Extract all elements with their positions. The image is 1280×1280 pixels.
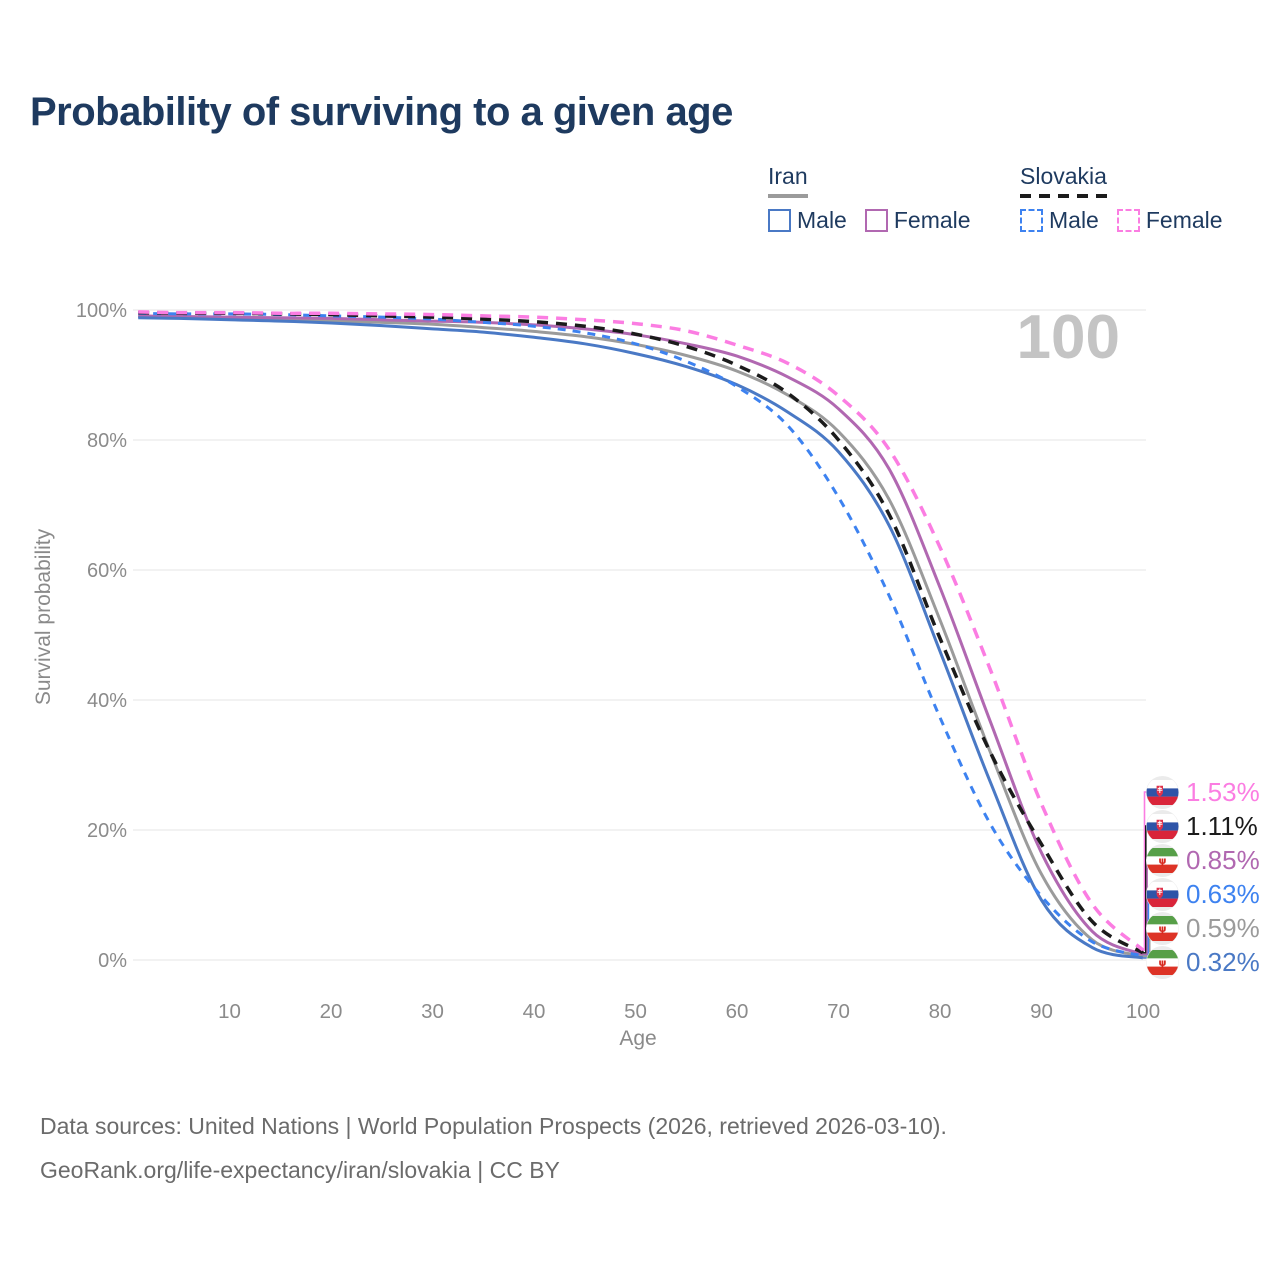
source-url-line: GeoRank.org/life-expectancy/iran/slovaki… xyxy=(40,1157,560,1183)
end-label-value: 1.11% xyxy=(1186,810,1258,841)
y-tick-label: 0% xyxy=(98,950,127,972)
y-tick-label: 80% xyxy=(87,430,127,452)
x-tick-label: 70 xyxy=(827,1000,850,1023)
x-tick-label: 30 xyxy=(421,1000,444,1023)
series-line-iran-female[interactable] xyxy=(138,314,1144,956)
series-line-slovakia-total[interactable] xyxy=(138,310,1144,955)
slovakia-flag-icon xyxy=(1146,877,1179,911)
slovakia-flag-icon xyxy=(1146,775,1179,809)
iran-flag-icon: ψ xyxy=(1146,911,1179,945)
footer-note: Data sources: United Nations | World Pop… xyxy=(40,1104,947,1192)
iran-flag-icon: ψ xyxy=(1146,843,1179,877)
end-label-iran-female[interactable]: ψ 0.85% xyxy=(1146,843,1260,877)
legend-group-iran-name: Iran xyxy=(768,163,808,189)
slovakia-line-style-swatch xyxy=(1020,194,1107,198)
legend-item-label: Male xyxy=(797,207,847,233)
x-tick-label: 80 xyxy=(929,1000,952,1023)
x-tick-label: 90 xyxy=(1030,1000,1053,1023)
legend-group-slovakia-name: Slovakia xyxy=(1020,163,1107,189)
series-line-slovakia-male[interactable] xyxy=(138,311,1144,958)
end-label-value: 0.85% xyxy=(1186,844,1260,875)
end-label-value: 0.59% xyxy=(1186,912,1260,943)
legend-item-label: Male xyxy=(1049,207,1099,233)
iran-line-style-swatch xyxy=(768,194,808,198)
end-label-iran-total[interactable]: ψ 0.59% xyxy=(1146,911,1260,945)
x-axis-title: Age xyxy=(619,1027,657,1050)
y-tick-label: 60% xyxy=(87,560,127,582)
page-title: Probability of surviving to a given age xyxy=(30,90,733,134)
svg-text:ψ: ψ xyxy=(1159,957,1167,968)
x-tick-label: 60 xyxy=(726,1000,749,1023)
x-tick-label: 50 xyxy=(624,1000,647,1023)
legend-item-slovakia-male[interactable]: Male xyxy=(1020,207,1099,234)
end-label-value: 0.63% xyxy=(1186,878,1260,909)
iran-flag-icon: ψ xyxy=(1146,945,1179,979)
slovakia-female-swatch-icon xyxy=(1116,209,1140,232)
legend-group-slovakia: Slovakia Male Female xyxy=(1020,163,1223,234)
watermark-age-100: 100 xyxy=(1016,303,1120,372)
slovakia-flag-icon xyxy=(1146,809,1179,843)
y-tick-label: 20% xyxy=(87,820,127,842)
series-line-slovakia-female[interactable] xyxy=(138,310,1145,952)
series-line-iran-total[interactable] xyxy=(138,315,1144,958)
iran-male-swatch-icon xyxy=(768,209,791,232)
x-tick-label: 40 xyxy=(523,1000,546,1023)
end-label-slovakia-total[interactable]: 1.11% xyxy=(1146,809,1258,843)
end-label-slovakia-female[interactable]: 1.53% xyxy=(1146,775,1260,809)
legend-item-label: Female xyxy=(893,207,971,233)
y-tick-label: 40% xyxy=(87,690,127,712)
legend-item-slovakia-female[interactable]: Female xyxy=(1116,207,1223,234)
x-tick-label: 10 xyxy=(218,1000,241,1023)
legend-group-iran: Iran Male Female xyxy=(768,163,971,234)
y-tick-label: 100% xyxy=(76,300,127,322)
svg-text:ψ: ψ xyxy=(1159,923,1167,934)
end-label-value: 0.32% xyxy=(1186,946,1260,977)
y-axis-title: Survival probability xyxy=(32,528,55,706)
data-sources-line: Data sources: United Nations | World Pop… xyxy=(40,1113,947,1139)
series-line-iran-male[interactable] xyxy=(138,316,1144,960)
legend-item-label: Female xyxy=(1145,207,1223,233)
slovakia-male-swatch-icon xyxy=(1020,209,1043,232)
iran-female-swatch-icon xyxy=(864,209,888,232)
end-label-iran-male[interactable]: ψ 0.32% xyxy=(1146,945,1260,979)
x-tick-label: 100 xyxy=(1126,1000,1160,1023)
legend-item-iran-female[interactable]: Female xyxy=(864,207,971,234)
end-label-slovakia-male[interactable]: 0.63% xyxy=(1146,877,1260,911)
svg-text:ψ: ψ xyxy=(1159,855,1167,866)
legend-item-iran-male[interactable]: Male xyxy=(768,207,847,234)
end-label-value: 1.53% xyxy=(1186,776,1260,807)
x-tick-label: 20 xyxy=(320,1000,343,1023)
